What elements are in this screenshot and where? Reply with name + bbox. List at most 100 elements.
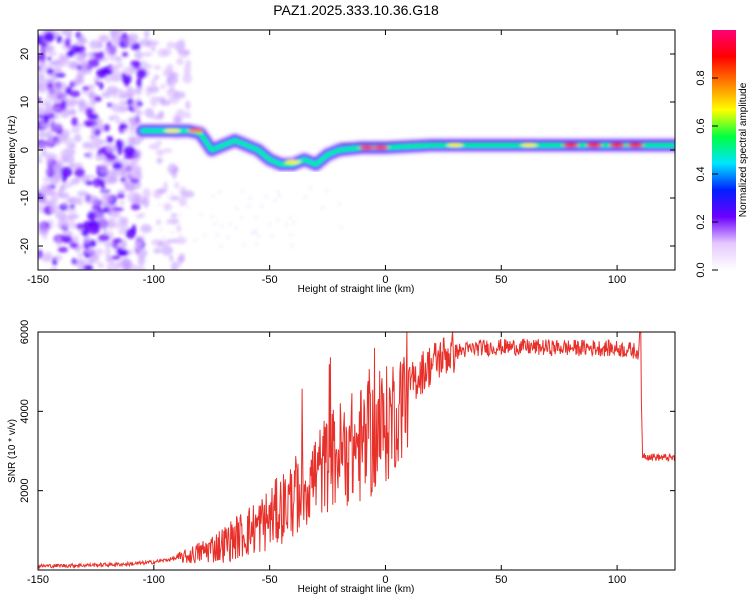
noise-blob (131, 224, 137, 235)
noise-blob (87, 58, 100, 68)
noise-blob (185, 100, 191, 110)
noise-blob (38, 68, 45, 78)
noise-blob (69, 61, 80, 70)
noise-blob (220, 224, 224, 228)
noise-blob (239, 216, 243, 220)
noise-blob (98, 121, 103, 130)
noise-blob (163, 181, 168, 191)
noise-blob (105, 254, 112, 263)
noise-blob (117, 216, 129, 222)
noise-blob (113, 213, 121, 218)
noise-blob (321, 206, 325, 210)
y-tick-label: 20 (19, 48, 31, 60)
noise-blob (97, 148, 102, 156)
noise-blob (165, 221, 169, 225)
noise-blob (211, 194, 215, 198)
noise-blob (93, 248, 104, 256)
noise-blob (89, 39, 101, 50)
noise-blob (127, 106, 135, 111)
noise-blob (40, 51, 46, 62)
noise-blob (93, 76, 101, 82)
noise-blob (178, 213, 182, 217)
noise-blob (116, 193, 125, 199)
noise-blob (339, 225, 343, 229)
noise-blob (338, 202, 342, 206)
noise-blob (270, 234, 274, 238)
noise-blob (264, 194, 268, 198)
noise-blob (43, 108, 54, 115)
noise-blob (179, 38, 186, 47)
noise-blob (70, 127, 81, 134)
noise-blob (68, 214, 75, 222)
noise-blob (38, 106, 45, 117)
noise-blob (69, 242, 79, 249)
noise-blob (38, 75, 46, 83)
noise-blob (112, 161, 123, 170)
noise-blob (169, 195, 180, 201)
noise-blob (51, 122, 64, 132)
noise-blob (104, 45, 117, 56)
colorbar-tick-label: 0.2 (695, 214, 707, 229)
noise-blob (73, 162, 83, 169)
noise-blob (142, 187, 151, 199)
noise-blob (142, 51, 153, 57)
noise-blob (175, 109, 186, 120)
noise-blob (82, 228, 89, 237)
noise-blob (59, 81, 68, 91)
x-tick-label: -150 (27, 574, 49, 586)
noise-blob (166, 239, 179, 244)
noise-blob (102, 189, 108, 195)
noise-blob (155, 114, 165, 120)
noise-blob (56, 35, 63, 44)
ridge-peak (358, 145, 375, 150)
noise-blob (148, 85, 160, 94)
figure-title: PAZ1.2025.333.10.36.G18 (273, 2, 439, 18)
noise-blob (61, 172, 68, 183)
noise-blob (160, 99, 171, 106)
noise-blob (134, 50, 144, 60)
noise-blob (309, 187, 313, 191)
noise-blob (120, 177, 126, 183)
noise-blob (183, 49, 191, 55)
noise-blob (136, 265, 146, 270)
snr-y-ticks: 2000 4000 6000 (19, 320, 675, 503)
noise-blob (68, 196, 81, 206)
noise-blob (41, 254, 52, 263)
noise-blob (43, 45, 56, 50)
ridge-peak (372, 145, 389, 150)
noise-blob (130, 135, 142, 146)
noise-blob (136, 68, 147, 79)
noise-blob (288, 216, 292, 220)
noise-blob (168, 96, 180, 104)
noise-blobs (38, 30, 343, 270)
noise-blob (95, 135, 100, 143)
y-tick-label: 6000 (19, 320, 31, 344)
noise-blob (285, 223, 289, 227)
noise-blob (253, 229, 257, 233)
noise-blob (52, 171, 63, 180)
noise-blob (111, 255, 121, 260)
noise-blob (151, 239, 163, 246)
noise-blob (242, 243, 246, 247)
noise-blob (186, 205, 190, 209)
noise-blob (99, 163, 109, 174)
noise-blob (144, 64, 154, 69)
noise-blob (63, 155, 75, 163)
noise-blob (163, 148, 173, 153)
noise-blob (116, 105, 129, 113)
colorbar-label: Normalized spectral amplitude (738, 82, 749, 217)
noise-blob (170, 213, 178, 218)
noise-blob (38, 131, 49, 139)
spectrogram-xlabel: Height of straight line (km) (298, 284, 415, 295)
noise-blob (101, 91, 112, 99)
noise-blob (42, 176, 51, 183)
noise-blob (89, 134, 96, 141)
noise-blob (51, 106, 61, 112)
noise-blob (157, 188, 167, 194)
colorbar-tick-label: 0.0 (695, 262, 707, 277)
noise-blob (123, 161, 135, 171)
noise-blob (39, 83, 45, 95)
noise-blob (38, 224, 49, 236)
